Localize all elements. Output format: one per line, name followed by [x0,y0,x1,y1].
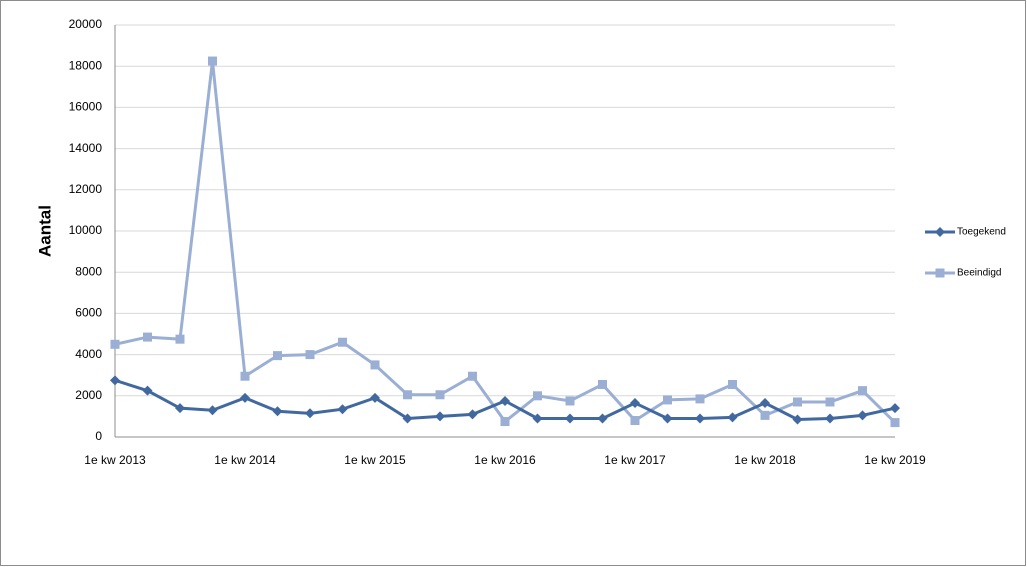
data-point [142,385,153,396]
data-point [110,375,120,386]
data-point [338,337,347,347]
data-point [760,398,770,409]
data-point [792,414,803,425]
data-point [435,390,445,400]
x-tick-label: 1e kw 2018 [734,453,796,467]
data-point [825,397,835,407]
data-point [273,351,282,361]
data-point [695,394,705,404]
data-point [630,416,640,426]
data-point [337,404,348,415]
data-point [370,360,380,370]
data-point [598,379,607,389]
data-point [825,413,835,424]
data-point [175,334,185,344]
data-point [175,403,185,414]
data-point [533,391,542,401]
x-tick-label: 1e kw 2015 [344,453,406,467]
x-tick-label: 1e kw 2014 [214,453,276,467]
y-tick-label: 14000 [69,141,103,155]
data-point [143,332,152,342]
data-point [500,417,510,427]
data-point [565,413,575,424]
y-axis-label: Aantal [35,205,54,257]
x-tick-label: 1e kw 2019 [864,453,926,467]
legend-label: Toegekend [957,227,1006,238]
data-point [727,412,738,423]
data-point [663,395,672,405]
x-tick-label: 1e kw 2016 [474,453,536,467]
x-tick-label: 1e kw 2013 [84,453,146,467]
data-point [435,411,445,422]
data-point [208,56,217,66]
y-tick-label: 12000 [69,182,103,196]
data-point [760,410,770,420]
legend-marker [935,268,945,278]
y-tick-label: 10000 [69,223,103,237]
data-point [890,403,900,414]
data-point [662,413,673,424]
data-point [305,408,315,419]
data-point [728,379,737,389]
data-point [467,409,478,420]
data-point [532,413,543,424]
data-point [305,350,315,360]
data-point [370,392,380,403]
x-tick-label: 1e kw 2017 [604,453,666,467]
data-point [468,371,477,381]
data-point [207,405,218,416]
y-tick-label: 0 [95,429,102,443]
y-tick-label: 8000 [75,264,102,278]
data-point [500,395,510,406]
data-point [597,413,608,424]
data-point [272,406,283,417]
legend-label: Beeindigd [957,268,1001,279]
y-tick-label: 20000 [69,17,103,31]
data-point [857,410,868,421]
y-tick-label: 4000 [75,347,102,361]
data-point [890,418,900,428]
y-tick-label: 18000 [69,58,103,72]
y-tick-label: 2000 [75,388,102,402]
data-point [793,397,802,407]
data-point [630,398,640,409]
data-point [403,390,412,400]
data-point [858,386,867,396]
data-point [402,413,413,424]
data-point [240,392,250,403]
data-point [695,413,705,424]
legend-marker [935,227,945,237]
data-point [110,339,120,349]
data-point [565,396,575,406]
y-tick-label: 6000 [75,306,102,320]
y-tick-label: 16000 [69,100,103,114]
data-point [240,371,250,381]
